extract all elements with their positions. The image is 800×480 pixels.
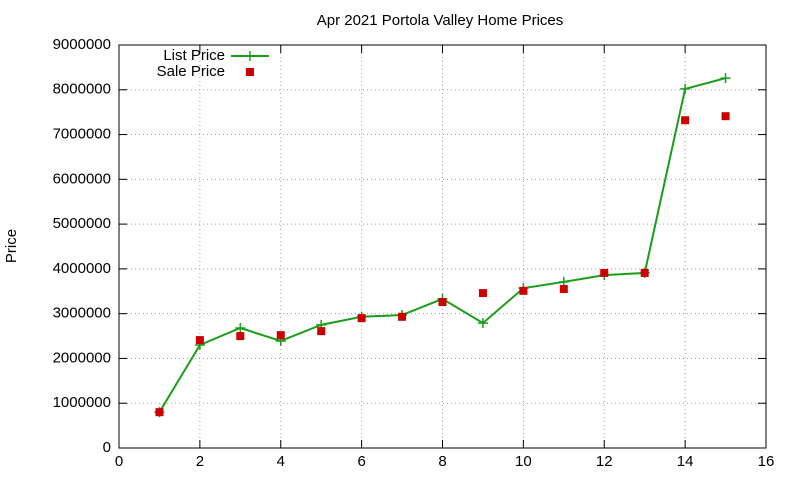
legend-swatch [246,68,254,76]
point [519,286,528,295]
y-tick-label: 8000000 [53,81,111,98]
x-tick-label: 6 [357,453,365,470]
point [317,327,326,336]
legend-label: List Price [163,47,225,64]
x-tick-label: 16 [758,453,775,470]
point [721,112,730,121]
plot-border [118,44,767,449]
y-tick-label: 1000000 [53,394,111,411]
point [155,408,164,417]
legend-label: Sale Price [157,63,225,80]
x-tick-label: 2 [196,453,204,470]
y-axis-label: Price [3,229,20,263]
x-tick-label: 4 [277,453,285,470]
point [398,312,407,321]
point [600,268,609,277]
point [681,116,690,125]
x-tick-label: 0 [115,453,123,470]
point [478,289,487,298]
point [720,73,731,84]
point [236,332,245,341]
point [195,336,204,345]
y-tick-label: 4000000 [53,260,111,277]
y-tick-label: 2000000 [53,349,111,366]
point [357,314,366,323]
point [680,83,691,94]
y-tick-label: 7000000 [53,126,111,143]
point [559,285,568,294]
x-tick-label: 12 [596,453,613,470]
y-tick-label: 5000000 [53,215,111,232]
point [640,268,649,277]
y-tick-label: 6000000 [53,170,111,187]
point [438,298,447,307]
chart-title: Apr 2021 Portola Valley Home Prices [317,12,564,29]
x-tick-label: 8 [438,453,446,470]
legend-swatch [245,51,255,61]
y-tick-label: 3000000 [53,305,111,322]
x-tick-label: 14 [677,453,694,470]
point [235,322,246,333]
point [276,331,285,340]
y-tick-label: 9000000 [53,36,111,53]
point [477,318,488,329]
x-tick-label: 10 [515,453,532,470]
y-tick-label: 0 [103,439,111,456]
